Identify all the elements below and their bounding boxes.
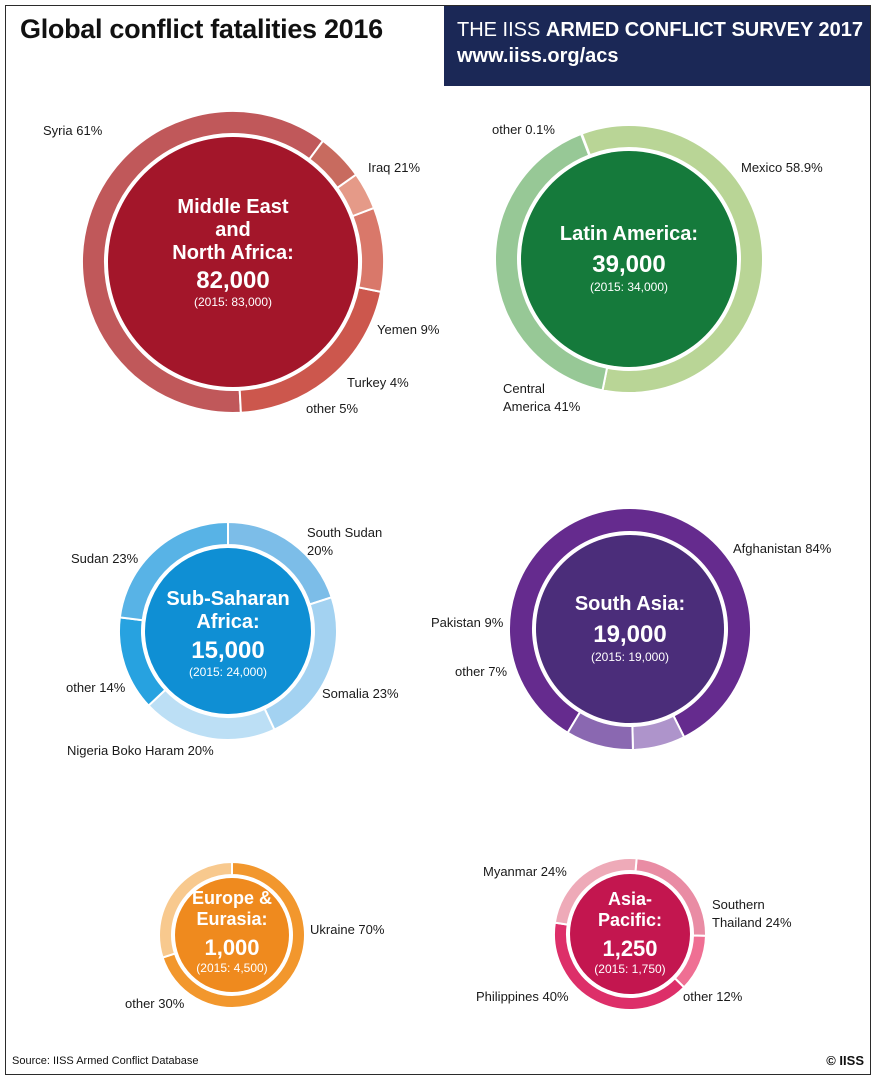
center-south-asia — [536, 535, 724, 723]
header-banner: THE IISS ARMED CONFLICT SURVEY 2017 www.… — [444, 6, 870, 86]
segment-europe-and-eurasia-other — [158, 860, 233, 959]
banner-survey-title: THE IISS ARMED CONFLICT SURVEY 2017 — [457, 19, 870, 42]
segment-middle-east-and-north-africa-yemen — [351, 206, 385, 294]
banner-url-link[interactable]: www.iiss.org/acs — [457, 45, 619, 67]
region-prior-asia-pacific: (2015: 1,750) — [594, 962, 665, 976]
region-title-middle-east-and-north-africa: North Africa: — [172, 242, 293, 264]
label-asia-pacific-southern-thailand: Southern Thailand 24% — [712, 897, 792, 930]
region-prior-latin-america: (2015: 34,000) — [590, 280, 668, 294]
center-sub-saharan-africa — [145, 548, 311, 714]
label-south-asia-pakistan: Pakistan 9% — [431, 615, 504, 630]
label-middle-east-and-north-africa-turkey: Turkey 4% — [347, 375, 409, 390]
label-europe-and-eurasia-ukraine: Ukraine 70% — [310, 922, 385, 937]
segment-middle-east-and-north-africa-iraq — [238, 286, 383, 414]
segment-south-asia-afghanistan — [508, 507, 752, 739]
label-latin-america-central-america: Central America 41% — [503, 381, 581, 414]
segment-middle-east-and-north-africa-turkey — [335, 173, 376, 218]
donut-south-asia: Afghanistan 84% other 7% Pakistan 9% South … — [431, 507, 832, 751]
source-note: Source: IISS Armed Conflict Database — [12, 1055, 199, 1067]
region-title-middle-east-and-north-africa: Middle East — [177, 196, 288, 218]
region-title-asia-pacific: Asia- — [608, 889, 652, 909]
region-title-europe-and-eurasia: Europe & — [192, 888, 272, 908]
region-title-europe-and-eurasia: Eurasia: — [196, 909, 267, 929]
page-title: Global conflict fatalities 2016 — [20, 14, 383, 44]
label-sub-saharan-africa-south-sudan: South Sudan 20% — [307, 525, 382, 558]
region-total-sub-saharan-africa: 15,000 — [191, 637, 264, 664]
region-title-sub-saharan-africa: Sub-Saharan — [166, 588, 289, 610]
donut-middle-east-and-north-africa: Syria 61% Iraq 21% Yemen 9% Turkey 4% other … — [43, 110, 440, 416]
label-middle-east-and-north-africa-syria: Syria 61% — [43, 123, 103, 138]
segment-europe-and-eurasia-ukraine — [161, 860, 306, 1009]
label-south-asia-other: other 7% — [455, 664, 507, 679]
label-sub-saharan-africa-nigeria-boko-haram: Nigeria Boko Haram 20% — [67, 743, 214, 758]
region-total-latin-america: 39,000 — [592, 251, 665, 278]
label-middle-east-and-north-africa-iraq: Iraq 21% — [368, 160, 420, 175]
label-europe-and-eurasia-other: other 30% — [125, 996, 185, 1011]
region-title-sub-saharan-africa: Africa: — [196, 611, 259, 633]
center-europe-and-eurasia — [175, 878, 289, 992]
donut-sub-saharan-africa: South Sudan 20% Somalia 23% Nigeria Boko Ha… — [66, 520, 399, 758]
center-latin-america — [521, 151, 737, 367]
banner-bold-title: ARMED CONFLICT SURVEY 2017 — [545, 19, 864, 41]
figure-frame — [5, 5, 871, 1075]
donut-europe-and-eurasia: Ukraine 70% other 30% Europe &Eurasia: 1,00… — [125, 860, 385, 1011]
center-middle-east-and-north-africa — [108, 137, 358, 387]
donut-latin-america: other 0.1% Mexico 58.9% Central America 41%… — [492, 122, 823, 414]
label-south-asia-afghanistan: Afghanistan 84% — [733, 541, 832, 556]
region-prior-middle-east-and-north-africa: (2015: 83,000) — [194, 295, 272, 309]
region-title-asia-pacific: Pacific: — [598, 910, 662, 930]
label-latin-america-mexico: Mexico 58.9% — [741, 160, 823, 175]
region-title-south-asia: South Asia: — [575, 593, 685, 615]
region-total-asia-pacific: 1,250 — [602, 936, 657, 961]
copyright: © IISS — [826, 1053, 864, 1068]
region-total-europe-and-eurasia: 1,000 — [204, 935, 259, 960]
segment-south-asia-pakistan — [566, 710, 634, 751]
region-prior-europe-and-eurasia: (2015: 4,500) — [196, 961, 267, 975]
label-sub-saharan-africa-other: other 14% — [66, 680, 126, 695]
region-title-middle-east-and-north-africa: and — [215, 219, 251, 241]
segment-latin-america-central-america — [494, 132, 609, 392]
label-sub-saharan-africa-somalia: Somalia 23% — [322, 686, 399, 701]
label-middle-east-and-north-africa-yemen: Yemen 9% — [377, 322, 440, 337]
banner-prefix: THE IISS — [457, 19, 546, 41]
label-middle-east-and-north-africa-other: other 5% — [306, 401, 358, 416]
segment-asia-pacific-myanmar — [553, 857, 638, 926]
region-total-middle-east-and-north-africa: 82,000 — [196, 267, 269, 294]
segment-middle-east-and-north-africa-other — [307, 139, 358, 190]
segment-latin-america-mexico — [580, 124, 764, 394]
region-total-south-asia: 19,000 — [593, 621, 666, 648]
center-asia-pacific — [570, 874, 690, 994]
label-asia-pacific-other: other 12% — [683, 989, 743, 1004]
region-prior-sub-saharan-africa: (2015: 24,000) — [189, 665, 267, 679]
label-sub-saharan-africa-sudan: Sudan 23% — [71, 551, 139, 566]
region-prior-south-asia: (2015: 19,000) — [591, 650, 669, 664]
label-latin-america-other: other 0.1% — [492, 122, 555, 137]
donut-asia-pacific: Southern Thailand 24% other 12% Philippines… — [476, 857, 792, 1011]
label-asia-pacific-myanmar: Myanmar 24% — [483, 864, 567, 879]
segment-sub-saharan-africa-sudan — [118, 520, 229, 622]
region-title-latin-america: Latin America: — [560, 223, 698, 245]
label-asia-pacific-philippines: Philippines 40% — [476, 989, 569, 1004]
